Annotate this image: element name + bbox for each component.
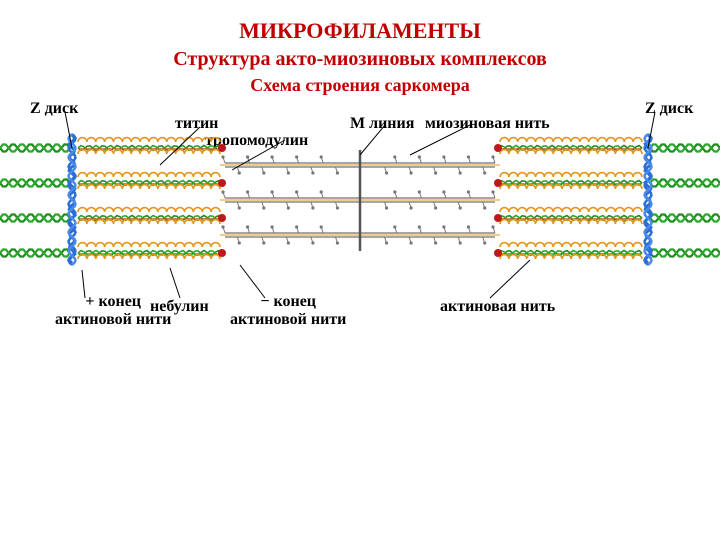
sarcomere-diagram [0, 0, 720, 540]
